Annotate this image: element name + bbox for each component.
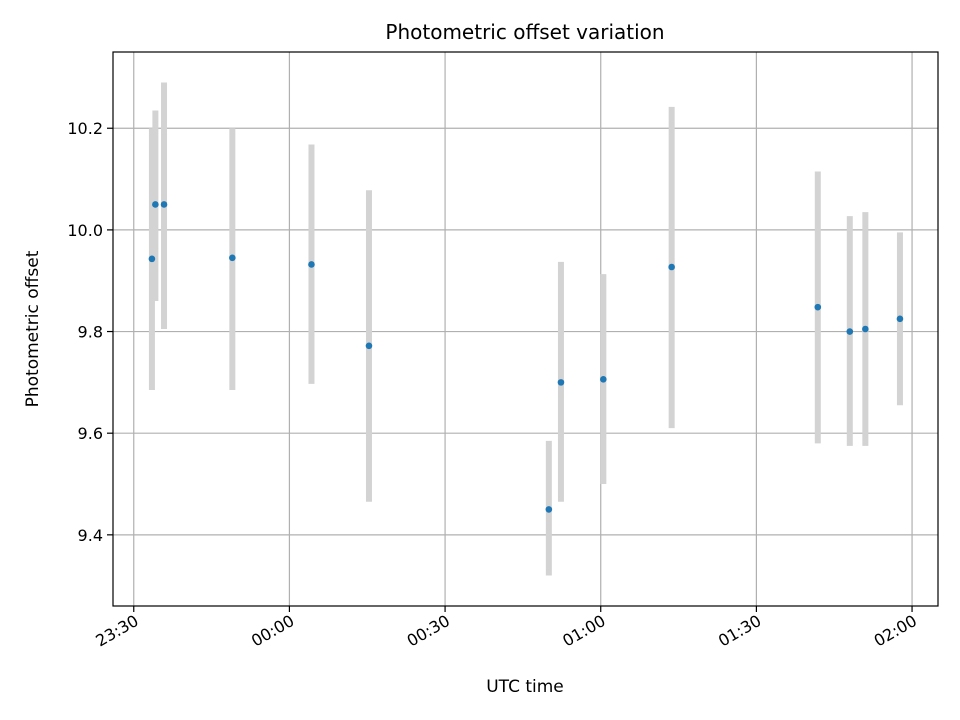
data-point — [229, 254, 236, 262]
y-tick-label: 9.8 — [78, 323, 103, 342]
data-point — [365, 342, 373, 350]
grid-lines — [113, 52, 938, 606]
data-point — [814, 303, 822, 311]
data-point — [160, 201, 168, 208]
plot-frame — [112, 51, 939, 607]
y-tick-label: 10.0 — [67, 221, 103, 240]
data-point — [557, 379, 565, 386]
data-point — [846, 328, 854, 335]
x-axis-label: UTC time — [486, 677, 564, 697]
data-point — [308, 261, 315, 268]
y-tick-label: 10.2 — [67, 119, 103, 138]
data-point — [862, 325, 869, 333]
data-point — [545, 506, 553, 513]
data-point — [896, 315, 904, 323]
data-point — [148, 255, 156, 263]
data-point — [152, 201, 159, 208]
data-points — [148, 201, 904, 513]
chart-title: Photometric offset variation — [385, 20, 664, 44]
y-tick-label: 9.4 — [78, 526, 103, 545]
data-point — [600, 376, 607, 383]
data-point — [668, 263, 675, 271]
y-axis-label: Photometric offset — [23, 250, 43, 407]
y-axis-ticks: 9.4 9.6 9.8 10.0 10.2 — [67, 119, 113, 545]
y-tick-label: 9.6 — [78, 424, 103, 443]
